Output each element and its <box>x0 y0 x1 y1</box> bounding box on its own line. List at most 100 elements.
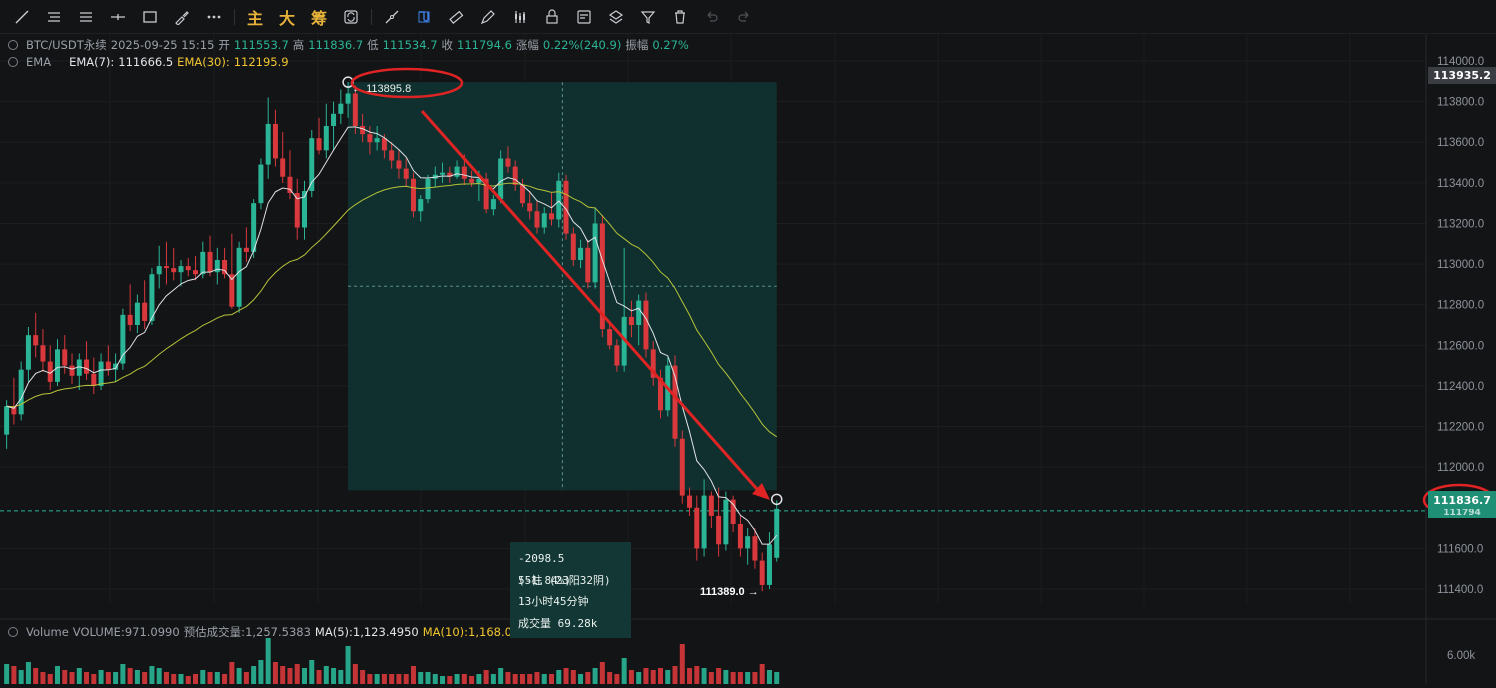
candle-body <box>570 233 576 261</box>
measure-icon[interactable] <box>376 0 408 34</box>
cross-line-icon[interactable] <box>102 0 134 34</box>
change-value: 0.22%(240.9) <box>542 38 622 52</box>
indicator-button-2[interactable]: 筹 <box>310 8 327 28</box>
volume-bar <box>440 676 446 684</box>
candle-body <box>134 302 140 325</box>
layers-icon[interactable] <box>600 0 632 34</box>
price-chart[interactable]: 114000.0 113800.0 113600.0 113400.0 113200.0… <box>0 34 1496 684</box>
candle-body <box>25 335 31 370</box>
pencil-icon[interactable] <box>472 0 504 34</box>
undo-icon[interactable] <box>696 0 728 34</box>
candle-body <box>425 178 431 200</box>
candle-body <box>556 180 562 220</box>
annotation-arrow <box>420 110 766 498</box>
volume-bar <box>185 676 191 684</box>
volume-bar <box>323 666 329 684</box>
volume-bar <box>701 668 707 684</box>
ruler-icon[interactable] <box>440 0 472 34</box>
trash-icon[interactable] <box>664 0 696 34</box>
candle-body <box>701 495 707 549</box>
ma10-label: MA(10): <box>422 625 469 639</box>
redo-icon[interactable] <box>728 0 760 34</box>
candle-body <box>628 316 634 325</box>
volume-bar <box>149 666 155 684</box>
eye-icon[interactable] <box>8 627 18 637</box>
measure-bars: 55柱 (23阳32阴) <box>518 573 611 587</box>
magnet-icon[interactable] <box>408 0 440 34</box>
volume-name: Volume <box>26 625 69 639</box>
candle-body <box>360 125 366 135</box>
candle-body <box>323 125 329 151</box>
note-icon[interactable] <box>568 0 600 34</box>
volume-bar <box>54 666 60 684</box>
candle-body <box>447 172 453 177</box>
eye-icon[interactable] <box>8 40 18 50</box>
candle-body <box>120 314 126 364</box>
more-icon[interactable] <box>198 0 230 34</box>
candle-body <box>563 180 569 234</box>
brush-icon[interactable] <box>166 0 198 34</box>
high-label: 高 <box>292 38 305 52</box>
filter-icon[interactable] <box>632 0 664 34</box>
symbol-label: BTC/USDT永续 <box>26 38 107 52</box>
volume-bar <box>200 670 206 684</box>
candle-body <box>541 213 547 228</box>
candle-body <box>643 300 649 350</box>
volume-bar <box>171 674 177 684</box>
volume-bar <box>294 664 300 684</box>
volume-bar <box>447 676 453 684</box>
candle-body <box>672 365 678 439</box>
volume-bar <box>628 670 634 684</box>
candle-body <box>105 361 111 370</box>
volume-bar <box>98 670 104 684</box>
volume-bar <box>280 666 286 684</box>
volume-bar <box>432 674 438 684</box>
horizontal-lines-icon[interactable] <box>38 0 70 34</box>
candle-body <box>636 300 642 325</box>
rectangle-icon[interactable] <box>134 0 166 34</box>
candle-settings-icon[interactable] <box>504 0 536 34</box>
volume-bar <box>512 674 518 684</box>
indicator-button-0[interactable]: 主 <box>246 8 263 28</box>
cycle-icon[interactable] <box>335 0 367 34</box>
volume-bar <box>222 674 228 684</box>
volume-value: 971.0990 <box>124 625 180 639</box>
candle-body <box>505 158 511 167</box>
candle-body <box>272 123 278 159</box>
pencil-icon-glyph <box>480 9 495 24</box>
trendline-icon[interactable] <box>6 0 38 34</box>
volume-bar <box>730 672 736 684</box>
candle-body <box>207 251 213 273</box>
volume-bar <box>403 674 409 684</box>
parallel-lines-icon[interactable] <box>70 0 102 34</box>
candle-body <box>578 247 584 261</box>
y-tick-label: 112600.0 <box>1437 340 1484 352</box>
volume-bar <box>134 670 140 684</box>
eye-icon[interactable] <box>8 57 18 67</box>
candle-settings-icon-glyph <box>515 10 525 23</box>
candle-body <box>229 274 235 307</box>
candle-body <box>752 536 758 561</box>
volume-bar <box>418 672 424 684</box>
indicator-button-1[interactable]: 大 <box>278 8 295 28</box>
datetime-label: 2025-09-25 15:15 <box>110 38 215 52</box>
top-price-tag: 113935.2 <box>1428 67 1496 84</box>
candle-body <box>345 93 351 104</box>
candle-body <box>33 335 39 346</box>
volume-bar <box>243 672 249 684</box>
rectangle-icon-glyph <box>143 10 157 23</box>
y-tick-label: 112000.0 <box>1437 462 1484 474</box>
volume-bar <box>389 674 395 684</box>
candle-body <box>91 373 97 386</box>
volume-bar <box>723 670 729 684</box>
est-volume-label: 预估成交量: <box>183 625 246 639</box>
candle-body <box>76 359 82 376</box>
trash-icon-glyph <box>675 9 685 24</box>
volume-bar <box>621 658 627 684</box>
volume-bar <box>229 662 235 684</box>
measure-duration: 13小时45分钟 <box>518 595 589 608</box>
volume-bar <box>272 662 278 684</box>
candle-body <box>287 176 293 193</box>
chart-canvas[interactable]: 114000.0 113800.0 113600.0 113400.0 113200.0… <box>0 34 1496 684</box>
lock-icon[interactable] <box>536 0 568 34</box>
